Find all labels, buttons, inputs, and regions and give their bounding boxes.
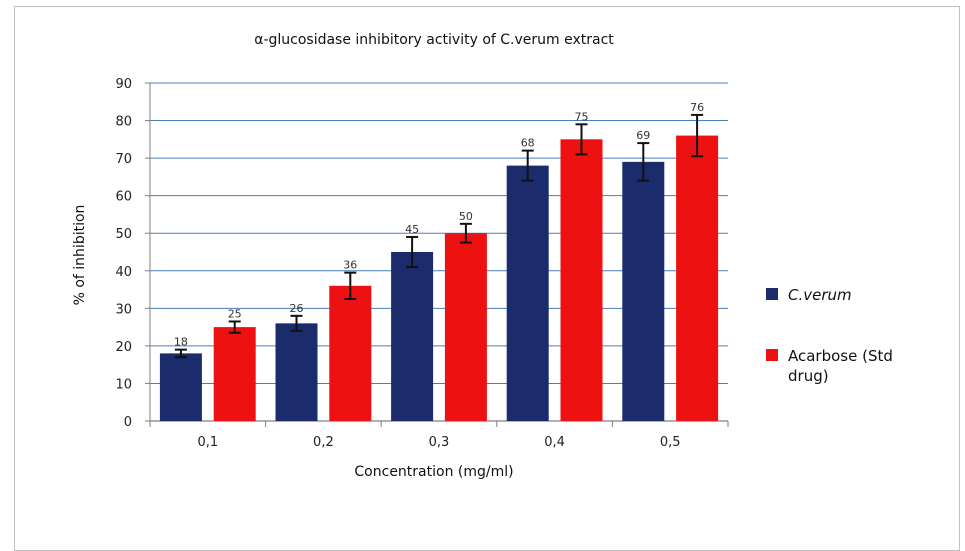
legend: C.verum Acarbose (Std drug) bbox=[766, 286, 893, 385]
x-tick-label: 0,4 bbox=[544, 435, 565, 450]
legend-label: Acarbose (Std bbox=[788, 347, 893, 365]
data-label: 25 bbox=[228, 307, 242, 320]
chart-frame bbox=[14, 6, 960, 551]
y-tick-label: 30 bbox=[115, 302, 132, 317]
y-tick-label: 60 bbox=[115, 190, 132, 205]
legend-label: C.verum bbox=[788, 286, 852, 304]
x-axis-ticks: 0,1 0,2 0,3 0,4 0,5 bbox=[149, 421, 729, 450]
data-label: 18 bbox=[174, 336, 188, 349]
y-tick-label: 0 bbox=[124, 415, 132, 430]
bar bbox=[391, 252, 434, 421]
data-label: 45 bbox=[405, 223, 419, 236]
data-label: 26 bbox=[290, 302, 304, 315]
y-tick-label: 20 bbox=[115, 340, 132, 355]
bar bbox=[275, 323, 318, 421]
y-tick-label: 70 bbox=[115, 152, 132, 167]
y-tick-label: 50 bbox=[115, 227, 132, 242]
x-tick-label: 0,3 bbox=[429, 435, 450, 450]
x-tick-label: 0,2 bbox=[313, 435, 334, 450]
bar bbox=[329, 285, 372, 421]
bar bbox=[444, 233, 487, 421]
y-axis-ticks: 0 10 20 30 40 50 60 70 80 90 bbox=[115, 77, 150, 430]
bar bbox=[622, 161, 665, 421]
bar bbox=[560, 139, 603, 422]
legend-swatch bbox=[766, 288, 778, 300]
data-label: 36 bbox=[343, 259, 357, 272]
data-label: 69 bbox=[636, 129, 650, 142]
y-tick-label: 80 bbox=[115, 115, 132, 130]
data-label: 76 bbox=[690, 101, 704, 114]
legend-swatch bbox=[766, 349, 778, 361]
x-axis-label: Concentration (mg/ml) bbox=[354, 464, 513, 480]
bar bbox=[676, 135, 719, 422]
data-label: 68 bbox=[521, 137, 535, 150]
bars-group: 18 25 26 36 45 50 68 75 69 76 bbox=[159, 101, 719, 422]
y-tick-label: 90 bbox=[115, 77, 132, 92]
chart-title: α-glucosidase inhibitory activity of C.v… bbox=[254, 32, 614, 48]
y-axis-label: % of inhibition bbox=[72, 205, 88, 306]
x-tick-label: 0,1 bbox=[197, 435, 218, 450]
data-label: 75 bbox=[575, 110, 589, 123]
data-label: 50 bbox=[459, 210, 473, 223]
legend-label: drug) bbox=[788, 367, 829, 385]
x-tick-label: 0,5 bbox=[660, 435, 681, 450]
bar bbox=[213, 327, 256, 421]
y-tick-label: 10 bbox=[115, 377, 132, 392]
y-tick-label: 40 bbox=[115, 265, 132, 280]
bar bbox=[506, 165, 549, 421]
bar bbox=[159, 353, 202, 421]
